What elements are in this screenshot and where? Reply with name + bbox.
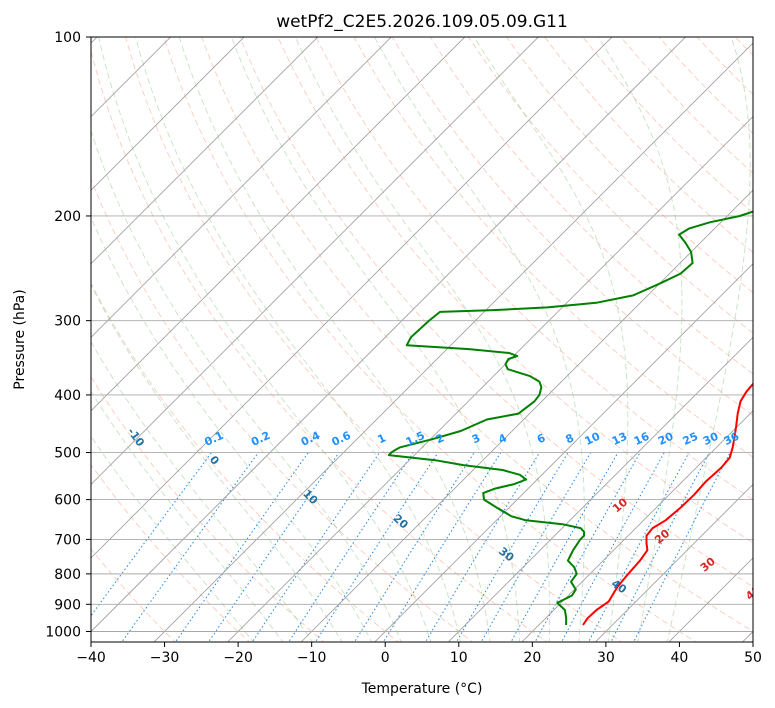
mixing-ratio-line: [207, 452, 340, 642]
plot-frame: [90, 36, 754, 643]
x-tick-label: 0: [381, 650, 390, 666]
isotherm-line: [91, 37, 466, 412]
mixing-ratio-line: [353, 452, 475, 642]
mixing-ratio-label: 36: [722, 430, 742, 448]
x-tick-label: −40: [76, 650, 106, 666]
mixing-ratio-line: [534, 452, 641, 642]
dry-adiabat-line: [391, 37, 753, 416]
x-tick-label: −30: [150, 650, 180, 666]
y-axis-title: Pressure (hPa): [12, 289, 28, 389]
y-tick-label: 900: [54, 597, 81, 613]
x-tick-label: 40: [671, 650, 689, 666]
moist-adiabat-line: [178, 37, 491, 642]
moist-adiabat-line: [98, 37, 432, 642]
mixing-ratio-line: [588, 452, 690, 642]
isotherm-line: [521, 410, 753, 642]
mixing-ratio-line: [121, 452, 259, 642]
x-axis-ticks: −40 −30 −20 −10 0 10 20 30 40 50: [76, 642, 762, 666]
series-lines: [387, 210, 753, 626]
moist-adiabat-line: [294, 37, 550, 642]
y-tick-label: 600: [54, 493, 81, 509]
y-tick-label: 200: [54, 209, 81, 225]
dry-adiabat-line: [468, 37, 753, 334]
grid-lines: [91, 37, 753, 642]
y-axis-ticks: 100 200 300 400 500 600 700 800 900 1000: [45, 30, 91, 641]
x-axis-title: Temperature (°C): [361, 681, 483, 697]
dry-adiabat-line: [353, 37, 753, 458]
moist-adiabat-line: [473, 37, 629, 642]
dry-adiabat-line: [91, 548, 176, 642]
y-tick-label: 100: [54, 30, 81, 46]
isotherm-line: [153, 42, 753, 642]
dry-adiabat-line: [201, 37, 753, 633]
moist-adiabat-line: [91, 435, 254, 642]
moist-adiabat-line: [91, 283, 343, 642]
x-tick-label: 10: [450, 650, 468, 666]
background-lines: [91, 37, 753, 642]
moist-adiabat-line: [666, 37, 751, 642]
mixing-ratio-line: [174, 452, 309, 642]
y-tick-label: 400: [54, 388, 81, 404]
moist-adiabat-line: [374, 37, 585, 642]
moist-adiabat-label: 40: [743, 583, 763, 603]
mixing-ratio-line: [288, 452, 414, 642]
dry-adiabat-line: [91, 463, 251, 642]
isotherm-line: [91, 37, 392, 338]
isotherm-line: [594, 483, 753, 642]
moist-adiabat-line: [91, 390, 284, 642]
moist-adiabat-line: [135, 37, 461, 642]
dry-adiabat-line: [91, 178, 474, 642]
y-tick-label: 1000: [45, 625, 81, 641]
moist-adiabat-line: [231, 37, 521, 642]
y-tick-label: 700: [54, 532, 81, 548]
dewpoint-profile-line: [387, 210, 753, 626]
isotherm-line: [91, 37, 613, 559]
moist-adiabat-line: [91, 216, 373, 642]
dry-adiabat-line: [91, 376, 325, 642]
mixing-ratio-line: [314, 452, 439, 642]
dry-adiabat-line: [429, 37, 753, 375]
dry-adiabat-line: [163, 37, 697, 642]
isotherm-line: [300, 189, 753, 642]
x-tick-label: −10: [297, 650, 327, 666]
mixing-ratio-label: 13: [610, 430, 629, 448]
mixing-ratio-line: [91, 452, 213, 617]
y-tick-label: 800: [54, 567, 81, 583]
isotherm-line: [91, 37, 539, 485]
mixing-ratio-label: 30: [701, 430, 721, 448]
isotherm-line: [447, 336, 753, 642]
y-tick-label: 500: [54, 446, 81, 462]
mixing-ratio-label: 20: [656, 430, 676, 448]
mixing-ratio-line: [251, 452, 381, 642]
mixing-ratio-line: [561, 452, 665, 642]
mixing-ratio-label: 16: [632, 430, 652, 448]
x-tick-label: −20: [223, 650, 253, 666]
mixing-ratio-line: [424, 452, 540, 642]
isotherm-line: [91, 37, 687, 633]
isotherm-line: [227, 116, 753, 642]
x-tick-label: 30: [597, 650, 615, 666]
mixing-ratio-label: 10: [583, 430, 603, 448]
temperature-profile-line: [582, 382, 753, 626]
mixing-ratio-label: 25: [681, 430, 700, 448]
chart-title: wetPf2_C2E5.2026.109.05.09.G11: [276, 12, 568, 32]
dry-adiabat-line: [91, 49, 548, 642]
x-tick-label: 20: [523, 650, 541, 666]
isotherm-line: [374, 263, 753, 642]
y-tick-label: 300: [54, 314, 81, 330]
moist-adiabat-line: [91, 340, 313, 642]
x-tick-label: 50: [744, 650, 762, 666]
isotherm-line: [91, 37, 319, 265]
isotherm-line: [91, 37, 245, 191]
moist-adiabat-line: [597, 37, 683, 642]
